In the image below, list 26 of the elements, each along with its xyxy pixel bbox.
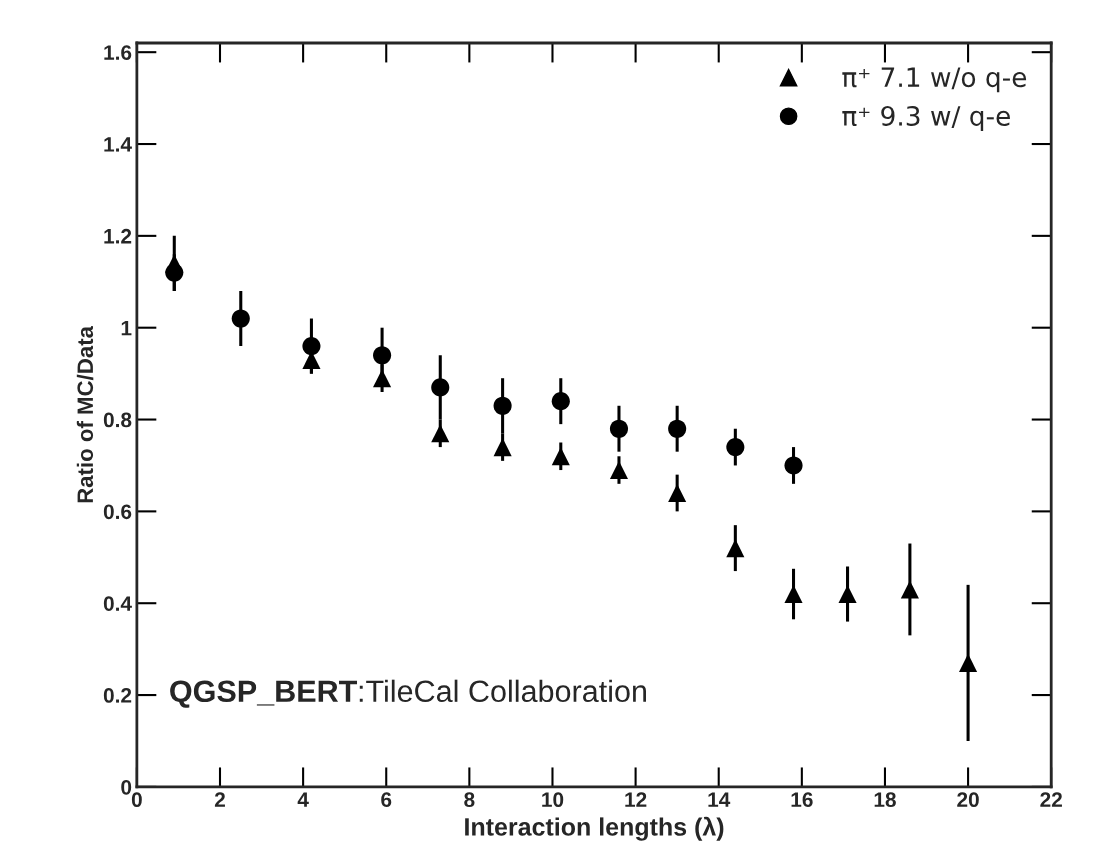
annotation: QGSP_BERT:TileCal Collaboration xyxy=(170,679,646,708)
y-tick-label: 0.4 xyxy=(103,596,132,611)
y-tick-label: 1.4 xyxy=(104,137,132,152)
x-tick-label: 6 xyxy=(381,792,392,808)
x-tick-label: 12 xyxy=(625,792,647,807)
y-tick-label: 0.6 xyxy=(103,504,132,520)
y-tick-label: 1.6 xyxy=(104,45,132,60)
x-tick-label: 8 xyxy=(464,792,475,808)
x-tick-label: 4 xyxy=(297,792,309,807)
x-axis-title: Interaction lengths (λ) xyxy=(465,816,724,841)
y-tick-label: 1 xyxy=(121,320,132,336)
x-tick-label: 10 xyxy=(542,792,564,808)
x-tick-label: 18 xyxy=(874,792,896,808)
x-tick-label: 14 xyxy=(708,792,731,807)
x-tick-label: 22 xyxy=(1040,792,1062,807)
y-tick-label: 0 xyxy=(121,779,132,795)
x-tick-label: 0 xyxy=(131,792,142,808)
legend-label: π⁺ 9.3 w/ q-e xyxy=(842,105,1010,132)
x-tick-label: 2 xyxy=(214,792,225,807)
y-tick-label: 1.2 xyxy=(104,228,132,244)
legend-label: π⁺ 7.1 w/o q-e xyxy=(842,67,1027,93)
x-tick-label: 16 xyxy=(791,792,813,808)
y-tick-label: 0.8 xyxy=(103,412,132,428)
y-tick-label: 0.2 xyxy=(103,688,132,703)
x-tick-label: 20 xyxy=(957,792,979,808)
y-axis-title: Ratio of MC/Data xyxy=(76,325,94,503)
